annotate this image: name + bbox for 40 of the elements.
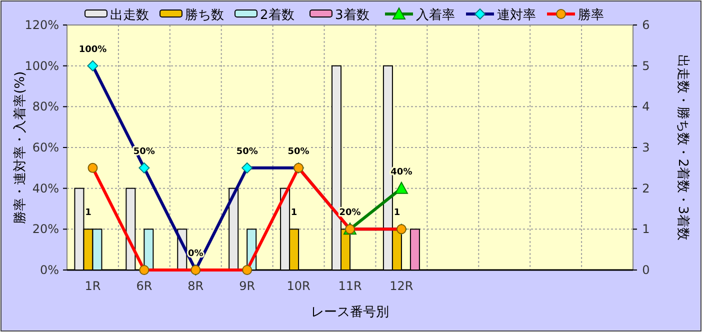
y-tick-label: 20% [32,222,59,236]
y2-tick-label: 1 [642,222,650,236]
y2-tick-label: 6 [642,18,650,32]
legend-label: 入着率 [416,7,455,23]
data-label: 1 [290,208,298,218]
data-label: 50% [288,146,310,157]
y2-tick-label: 2 [642,181,650,196]
legend-label: 3着数 [335,7,370,23]
x-tick-label: 8R [188,279,204,293]
y-tick-label: 40% [32,181,59,196]
y-tick-label: 0% [40,263,59,277]
y2-axis-title: 出走数・勝ち数・2着数・3着数 [675,54,691,240]
y2-tick-label: 5 [642,58,650,73]
legend-label: 2着数 [260,7,294,23]
x-tick-label: 12R [390,279,414,293]
y2-tick-label: 0 [642,263,650,277]
data-label: 50% [236,146,258,157]
y-tick-label: 100% [24,58,59,73]
y-axis-title: 勝率・連対率・入着率(%) [12,71,28,224]
x-axis-title: レース番号別 [311,305,389,320]
x-tick-label: 9R [239,279,256,293]
data-label: 1 [85,208,92,218]
y-tick-label: 60% [32,140,59,154]
x-tick-label: 11R [338,279,362,293]
data-label: 100% [78,44,107,55]
x-tick-label: 10R [286,279,310,293]
x-tick-label: 1R [84,279,101,293]
x-tick-label: 6R [136,279,152,293]
y2-tick-label: 4 [642,100,650,114]
y-tick-label: 80% [32,100,59,114]
legend-label: 連対率 [497,7,536,23]
data-label: 1 [394,208,400,218]
legend-label: 勝率 [578,7,604,23]
y-tick-label: 120% [24,18,59,32]
legend-label: 出走数 [110,8,149,23]
bar [228,188,239,270]
legend-label: 勝ち数 [185,8,224,23]
y2-tick-label: 3 [642,140,650,154]
data-label: 0% [188,249,204,259]
bar [144,228,154,270]
